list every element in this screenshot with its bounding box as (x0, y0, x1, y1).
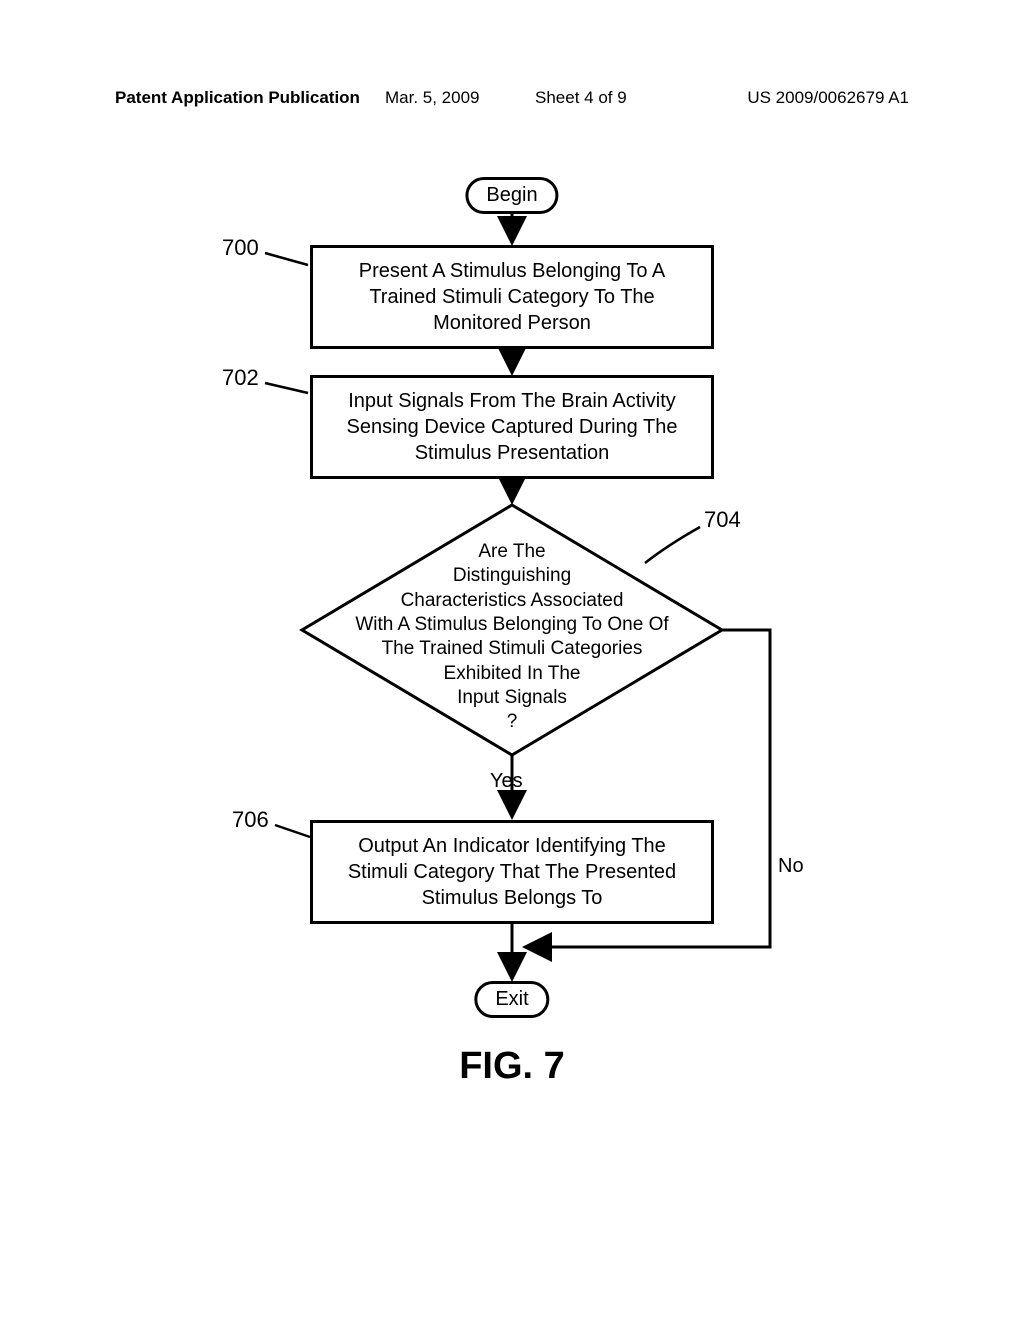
page-header: Patent Application Publication Mar. 5, 2… (115, 88, 909, 108)
ref-700: 700 (222, 235, 259, 261)
header-pubno: US 2009/0062679 A1 (747, 88, 909, 108)
ref-704: 704 (704, 507, 741, 533)
decision-704-text: Are TheDistinguishingCharacteristics Ass… (342, 540, 682, 735)
process-702: Input Signals From The Brain Activity Se… (310, 375, 714, 479)
ref-706: 706 (232, 807, 269, 833)
terminal-begin: Begin (465, 177, 558, 214)
edge-label-no: No (778, 855, 804, 878)
process-702-text: Input Signals From The Brain Activity Se… (347, 390, 678, 464)
process-700: Present A Stimulus Belonging To A Traine… (310, 245, 714, 349)
header-sheet: Sheet 4 of 9 (535, 88, 627, 108)
process-700-text: Present A Stimulus Belonging To A Traine… (359, 260, 666, 334)
edge-label-yes: Yes (490, 770, 523, 793)
ref-702: 702 (222, 365, 259, 391)
begin-label: Begin (486, 184, 537, 206)
flowchart-canvas: Begin Present A Stimulus Belonging To A … (0, 165, 1024, 1165)
process-706-text: Output An Indicator Identifying The Stim… (348, 835, 676, 909)
decision-704-label: Are TheDistinguishingCharacteristics Ass… (355, 541, 668, 732)
header-date: Mar. 5, 2009 (385, 88, 480, 108)
process-706: Output An Indicator Identifying The Stim… (310, 820, 714, 924)
exit-label: Exit (495, 988, 528, 1010)
figure-label: FIG. 7 (459, 1045, 565, 1088)
terminal-exit: Exit (474, 981, 549, 1018)
header-left: Patent Application Publication (115, 88, 360, 107)
